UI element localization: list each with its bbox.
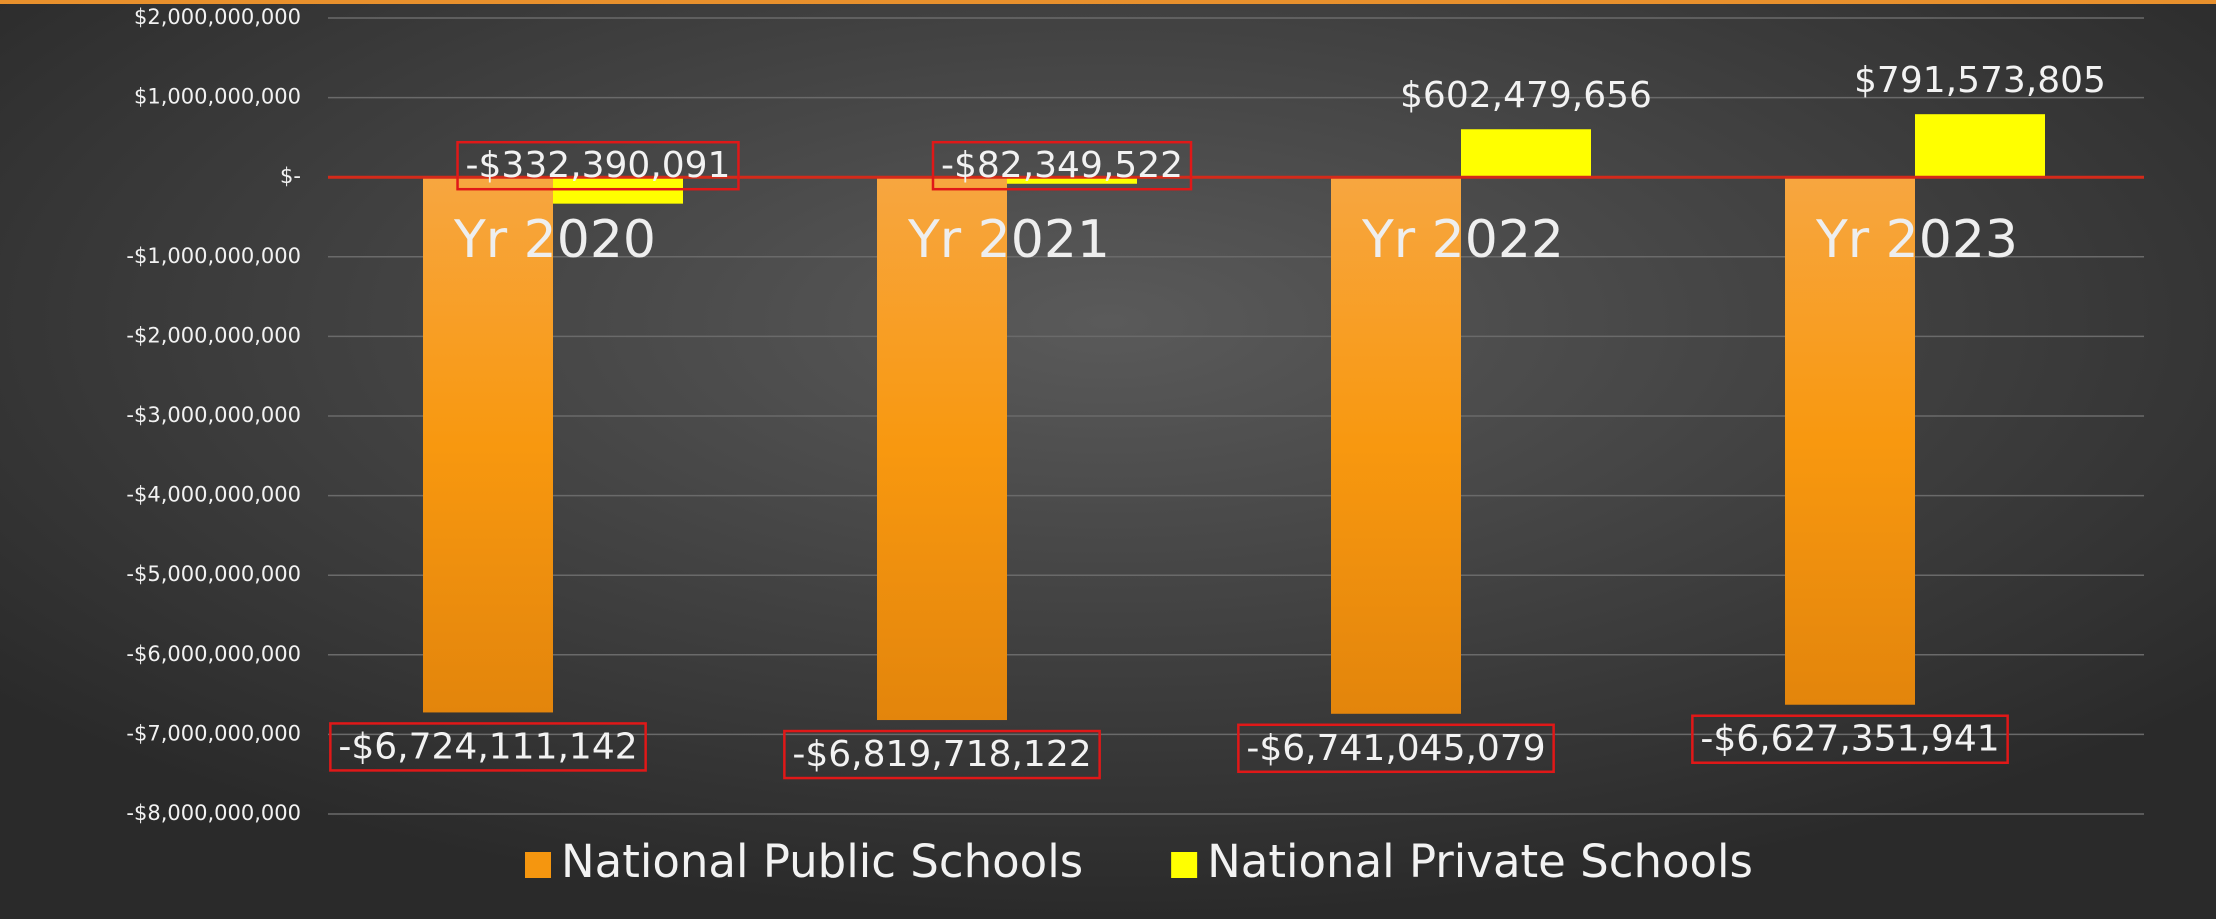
- label-box: [783, 729, 1101, 780]
- x-category-label: Yr 2020: [453, 210, 656, 270]
- top-border: [0, 0, 2216, 4]
- bar: [1461, 129, 1591, 178]
- y-tick-label: -$7,000,000,000: [126, 721, 301, 745]
- x-category-label: Yr 2021: [907, 210, 1110, 270]
- label-box: [456, 140, 740, 191]
- y-tick-label: $1,000,000,000: [134, 85, 301, 109]
- y-tick-label: -$1,000,000,000: [126, 244, 301, 268]
- bar: [1785, 177, 1915, 705]
- bar: [1915, 114, 2045, 178]
- y-tick-label: -$4,000,000,000: [126, 483, 301, 507]
- label-box: [931, 140, 1193, 191]
- x-category-label: Yr 2022: [1361, 210, 1564, 270]
- label-box: [1691, 714, 2009, 764]
- value-label: -$6,627,351,941: [1700, 719, 1999, 760]
- legend-label: National Public Schools: [561, 835, 1083, 888]
- label-box: [1237, 723, 1555, 774]
- bar: [877, 177, 1007, 721]
- value-label: $602,479,656: [1400, 75, 1652, 116]
- bar: [1331, 177, 1461, 714]
- value-label: -$6,741,045,079: [1246, 728, 1545, 769]
- y-tick-label: -$5,000,000,000: [126, 562, 301, 586]
- legend-swatch: [1171, 852, 1198, 878]
- value-label: -$82,349,522: [941, 145, 1183, 186]
- label-box: [329, 722, 647, 772]
- x-category-label: Yr 2023: [1815, 210, 2018, 270]
- legend-swatch: [525, 852, 551, 878]
- y-tick-label: -$3,000,000,000: [126, 403, 301, 427]
- value-label: $791,573,805: [1854, 60, 2106, 101]
- value-label: -$6,724,111,142: [338, 726, 637, 767]
- y-tick-label: $-: [280, 164, 301, 188]
- y-tick-label: $2,000,000,000: [134, 5, 301, 29]
- value-label: -$6,819,718,122: [792, 734, 1091, 775]
- value-label: -$332,390,091: [466, 145, 731, 186]
- legend-label: National Private Schools: [1207, 835, 1753, 888]
- y-tick-label: -$8,000,000,000: [126, 801, 301, 825]
- y-tick-label: -$2,000,000,000: [126, 323, 301, 347]
- y-tick-label: -$6,000,000,000: [126, 642, 301, 666]
- bar: [423, 177, 553, 713]
